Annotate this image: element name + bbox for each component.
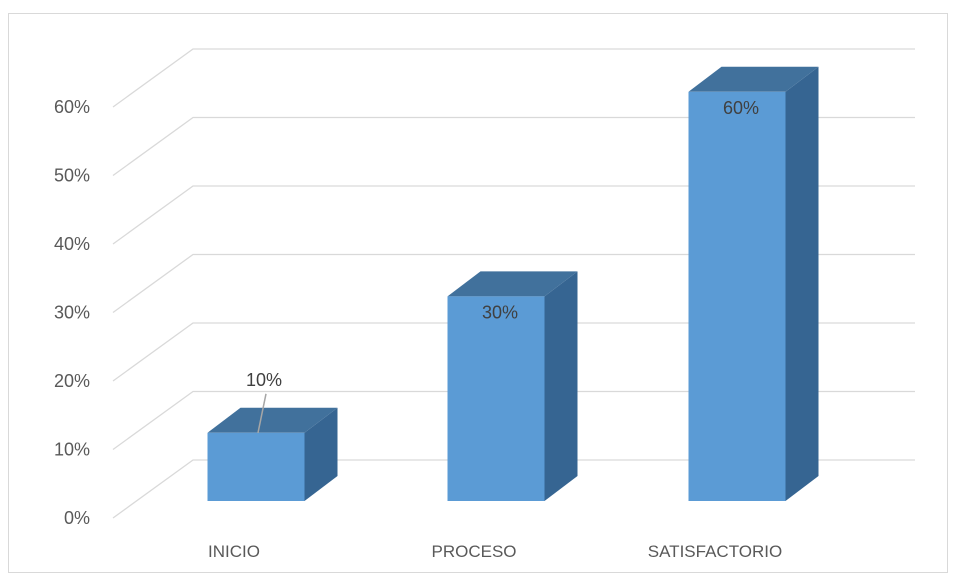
- gridlines: [112, 48, 915, 519]
- y-tick-label: 60%: [54, 97, 90, 117]
- x-axis-categories: INICIO PROCESO SATISFACTORIO: [208, 542, 782, 561]
- bar-top: [207, 407, 338, 433]
- bar-inicio: [207, 407, 338, 501]
- bar-satisfactorio: [688, 66, 819, 502]
- bar-top: [688, 66, 819, 92]
- y-tick-label: 30%: [54, 303, 90, 323]
- bar-front: [207, 432, 305, 501]
- x-category-label: INICIO: [208, 542, 260, 561]
- gridline: [112, 390, 915, 451]
- gridline: [112, 322, 915, 382]
- data-labels: 10% 30% 60%: [246, 98, 759, 433]
- gridline: [112, 116, 915, 177]
- gridline: [112, 253, 915, 314]
- bar-side: [544, 271, 578, 501]
- y-tick-label: 0%: [64, 508, 90, 528]
- x-category-label: SATISFACTORIO: [648, 542, 782, 561]
- y-tick-label: 40%: [54, 234, 90, 254]
- leader-line: [257, 393, 267, 433]
- gridline: [112, 459, 915, 519]
- x-category-label: PROCESO: [431, 542, 516, 561]
- y-tick-label: 10%: [54, 440, 90, 460]
- y-tick-label: 50%: [54, 166, 90, 186]
- bar-side: [304, 407, 338, 501]
- data-label: 60%: [723, 98, 759, 118]
- gridline: [112, 48, 915, 108]
- bars: [207, 66, 819, 502]
- bar-front: [688, 91, 786, 502]
- gridline: [112, 185, 915, 245]
- bar-side: [785, 66, 819, 502]
- bar-top: [447, 271, 578, 297]
- data-label: 10%: [246, 370, 282, 390]
- bar-proceso: [447, 271, 578, 501]
- y-axis-ticks: 0% 10% 20% 30% 40% 50% 60%: [54, 97, 90, 528]
- y-tick-label: 20%: [54, 371, 90, 391]
- data-label: 30%: [482, 302, 518, 322]
- bar-front: [447, 296, 545, 501]
